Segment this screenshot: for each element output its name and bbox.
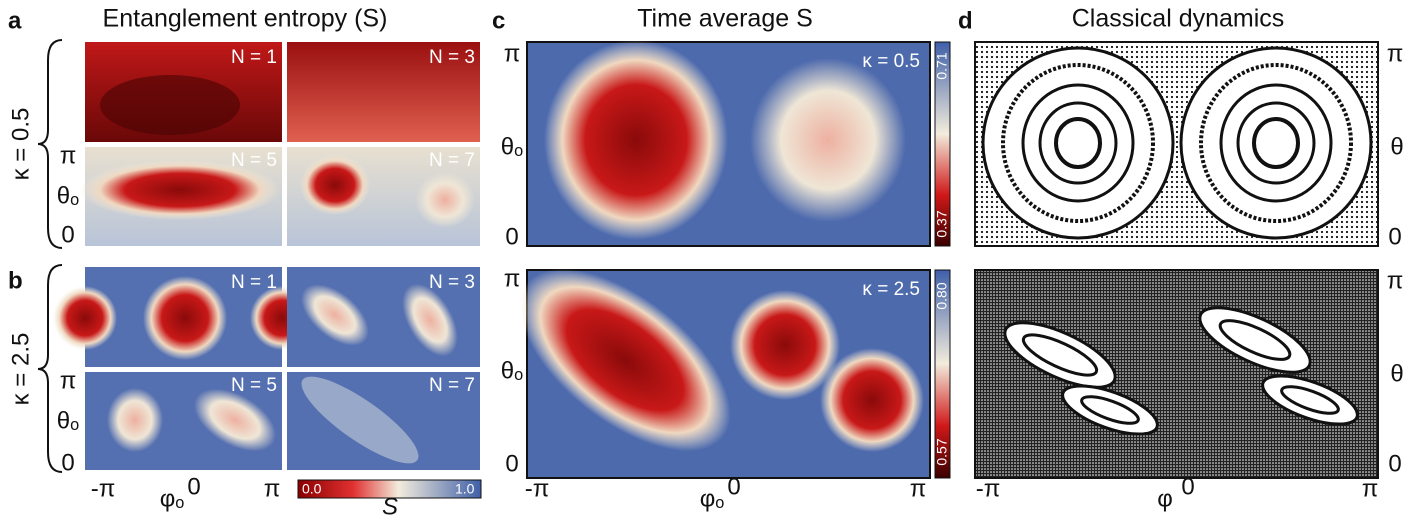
y-label: 0 — [1388, 223, 1401, 250]
colorbar-max: 0.71 — [934, 52, 950, 79]
kappa-label: κ = 0.5 — [862, 51, 920, 72]
kappa-label: κ = 2.5 — [862, 279, 920, 300]
heatmap-blob — [80, 160, 280, 220]
x-label: π — [1362, 475, 1379, 502]
panel-label: a — [8, 7, 22, 34]
y-label: π — [60, 367, 77, 394]
x-label: φ — [1157, 485, 1173, 512]
y-label: θₒ — [501, 357, 523, 384]
colorbar — [934, 269, 951, 479]
colorbar-label: S — [382, 493, 398, 518]
colorbar-max: 0.80 — [934, 282, 950, 309]
heatmap-blob — [544, 40, 728, 240]
colorbar-min: 0.57 — [934, 438, 950, 465]
x-label: π — [910, 475, 927, 502]
x-label: 0 — [727, 473, 740, 500]
y-label: 0 — [505, 223, 518, 250]
y-label: π — [1387, 40, 1404, 67]
x-label: -π — [976, 475, 1001, 502]
phase-portrait — [974, 269, 1379, 479]
heatmap-blob — [194, 388, 276, 452]
heatmap-blob — [301, 376, 419, 464]
heatmap-blob — [300, 155, 370, 215]
heatmap-blob — [820, 348, 924, 452]
colorbar — [934, 41, 951, 247]
heatmap-blob — [100, 75, 240, 135]
y-label: θ — [1390, 133, 1403, 160]
panel-title: Time average S — [637, 5, 813, 33]
tile-label: N = 3 — [429, 47, 475, 68]
y-label: θₒ — [501, 133, 523, 160]
heatmap-blob — [750, 58, 906, 222]
panel-title: Entanglement entropy (S) — [103, 5, 388, 33]
tile-label: N = 7 — [429, 375, 475, 396]
x-label: -π — [91, 475, 116, 502]
y-label: 0 — [1388, 450, 1401, 477]
y-label: θ — [1390, 360, 1403, 387]
orbits — [1003, 306, 1359, 436]
heatmap-blob — [519, 268, 731, 452]
x-label: φₒ — [160, 485, 185, 512]
colorbar-min: 0.0 — [302, 481, 322, 497]
panel-label: b — [8, 267, 23, 294]
y-label: 0 — [61, 221, 74, 248]
orbits — [981, 46, 1373, 240]
tile-label: N = 3 — [429, 272, 475, 293]
tile-label: N = 7 — [429, 150, 475, 171]
heatmap-tile — [287, 42, 480, 142]
heatmap-blob — [402, 283, 458, 357]
brace — [37, 264, 63, 473]
brace — [37, 39, 63, 249]
y-label: π — [504, 265, 521, 292]
x-label: π — [264, 475, 281, 502]
panel-title: Classical dynamics — [1072, 5, 1285, 33]
heatmap-blob — [301, 284, 369, 346]
heatmap-blob — [107, 388, 163, 452]
tile-label: N = 1 — [231, 47, 277, 68]
y-label: 0 — [505, 450, 518, 477]
tile-label: N = 1 — [231, 272, 277, 293]
heatmap-blob — [415, 172, 475, 228]
tile-label: N = 5 — [231, 375, 277, 396]
colorbar — [297, 479, 482, 499]
colorbar-max: 1.0 — [455, 481, 475, 497]
heatmap-blob — [143, 276, 227, 360]
y-label: θₒ — [57, 182, 79, 209]
y-label: π — [1387, 267, 1404, 294]
y-label: π — [60, 142, 77, 169]
x-label: 0 — [1181, 473, 1194, 500]
heatmap-blob — [53, 286, 117, 350]
y-label: θₒ — [57, 407, 79, 434]
y-label: π — [504, 40, 521, 67]
x-label: -π — [525, 475, 550, 502]
x-label: 0 — [187, 473, 200, 500]
x-label: φₒ — [700, 485, 725, 512]
panel-label: d — [958, 7, 973, 34]
kappa-label: κ = 2.5 — [7, 333, 34, 406]
tile-label: N = 5 — [231, 150, 277, 171]
colorbar-min: 0.37 — [934, 210, 950, 237]
panel-label: c — [492, 7, 505, 34]
kappa-label: κ = 0.5 — [7, 108, 34, 181]
y-label: 0 — [61, 449, 74, 476]
heatmap-blob — [730, 290, 840, 400]
